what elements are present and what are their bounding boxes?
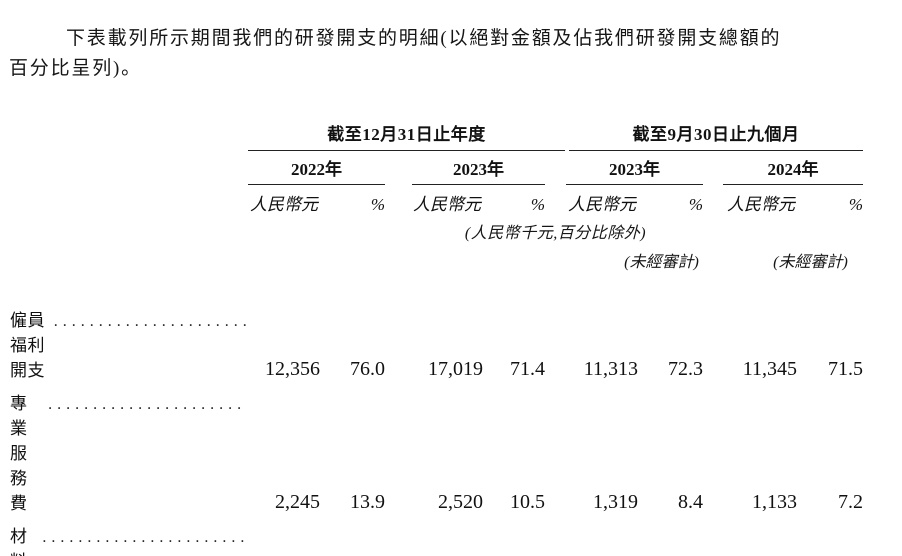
cell-value: 1,319: [593, 491, 638, 513]
cell-percent: 13.9: [350, 491, 385, 513]
intro-line-1: 下表載列所示期間我們的研發開支的明細(以絕對金額及佔我們研發開支總額的: [66, 28, 782, 49]
unit-label: 人民幣元: [250, 195, 318, 214]
unaudited-note-row: (未經審計) (未經審計): [0, 243, 863, 276]
row-label: 專業服務費: [10, 394, 28, 513]
unit-label: 人民幣元: [727, 195, 795, 214]
table-row: 專業服務費 2,245 13.9 2,520 10.5 1,319 8.4 1,…: [0, 389, 863, 522]
cell-value: 11,345: [742, 358, 797, 380]
cell-value: 11,313: [583, 358, 638, 380]
year-2023-9m: 2023年: [566, 155, 703, 185]
unit-label: 人民幣元: [568, 195, 636, 214]
cell-percent: 71.4: [510, 358, 545, 380]
cell-value: 1,133: [752, 491, 797, 513]
row-label: 材料成本: [10, 527, 28, 556]
intro-paragraph: 下表載列所示期間我們的研發開支的明細(以絕對金額及佔我們研發開支總額的 百分比呈…: [0, 0, 902, 84]
percent-label: %: [530, 195, 545, 214]
unaudited-note: (未經審計): [624, 254, 699, 271]
table-row: 材料成本 512 3.1 2,143 9.0 1,660 10.6 1,962 …: [0, 522, 863, 556]
cell-value: 17,019: [428, 358, 483, 380]
year-2023-fy: 2023年: [412, 155, 545, 185]
unit-label: 人民幣元: [413, 195, 481, 214]
percent-label: %: [370, 195, 385, 214]
rd-expense-table: 截至12月31日止年度 截至9月30日止九個月 2022年 2023年 2023…: [0, 120, 863, 556]
cell-value: 12,356: [265, 358, 320, 380]
year-2024: 2024年: [723, 155, 863, 185]
cell-percent: 71.5: [828, 358, 863, 380]
cell-percent: 10.5: [510, 491, 545, 513]
spacer-row: [0, 276, 863, 306]
dot-leader: [54, 313, 246, 331]
period-group-1-title: 截至12月31日止年度: [248, 120, 565, 151]
cell-percent: 76.0: [350, 358, 385, 380]
percent-label: %: [688, 195, 703, 214]
unaudited-note: (未經審計): [773, 254, 848, 271]
cell-value: 2,520: [438, 491, 483, 513]
dot-leader: [48, 396, 246, 414]
dot-leader: [42, 529, 246, 547]
year-header-row: 2022年 2023年 2023年 2024年: [0, 151, 863, 185]
group-header-row: 截至12月31日止年度 截至9月30日止九個月: [0, 120, 863, 151]
currency-note: (人民幣千元,百分比除外): [464, 225, 647, 242]
currency-note-row: (人民幣千元,百分比除外): [0, 217, 863, 243]
row-label: 僱員福利開支: [10, 311, 45, 380]
cell-percent: 72.3: [668, 358, 703, 380]
cell-value: 2,245: [275, 491, 320, 513]
cell-percent: 8.4: [678, 491, 703, 513]
period-group-2-title: 截至9月30日止九個月: [569, 120, 863, 151]
year-2022: 2022年: [248, 155, 385, 185]
intro-line-2: 百分比呈列)。: [9, 58, 142, 79]
unit-header-row: 人民幣元 % 人民幣元 % 人民幣元 % 人民幣元 %: [0, 185, 863, 217]
cell-percent: 7.2: [838, 491, 863, 513]
percent-label: %: [848, 195, 863, 214]
table-row: 僱員福利開支 12,356 76.0 17,019 71.4 11,313 72…: [0, 306, 863, 389]
